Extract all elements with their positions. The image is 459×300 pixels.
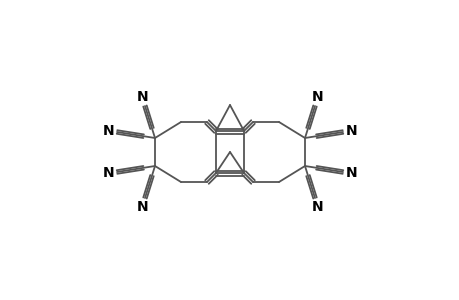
Text: N: N: [345, 167, 357, 180]
Text: N: N: [345, 124, 357, 138]
Text: N: N: [311, 90, 323, 104]
Text: N: N: [102, 167, 114, 180]
Text: N: N: [102, 124, 114, 138]
Text: N: N: [136, 200, 148, 214]
Text: N: N: [136, 90, 148, 104]
Text: N: N: [311, 200, 323, 214]
